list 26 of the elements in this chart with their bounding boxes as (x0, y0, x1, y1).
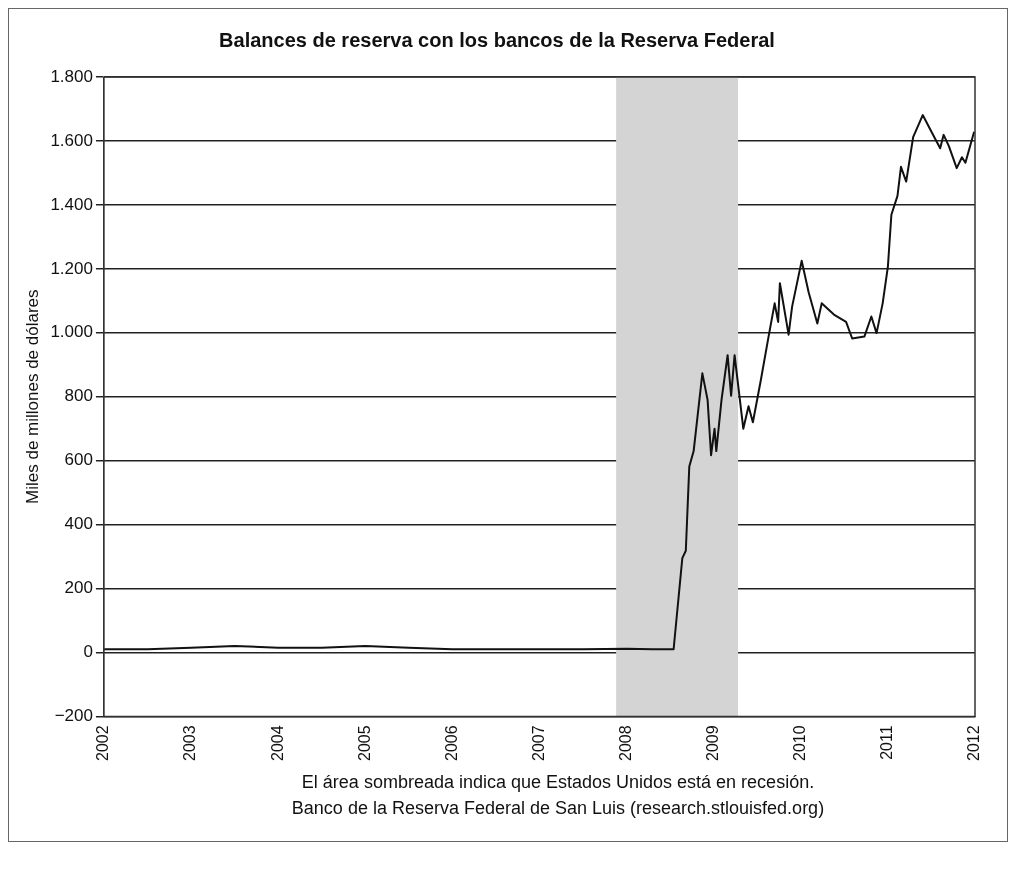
x-tick-label: 2002 (94, 725, 112, 761)
y-tick-label: 1.400 (50, 194, 93, 214)
y-tick-label: 1.200 (50, 258, 93, 278)
text: Banco de la Reserva Federal de San Luis (research.stlouisfed.org) (290, 797, 826, 820)
chart-title: Balances de reserva con los bancos de la Reserva Federal (219, 28, 775, 51)
x-tick-label: 2012 (965, 725, 983, 761)
y-tick-label: 1.600 (50, 130, 93, 150)
x-tick-label: 2009 (704, 725, 722, 761)
y-axis-title: Miles de millones de dólares (22, 289, 42, 504)
y-tick-label: 0 (83, 642, 93, 662)
x-tick-label: 2004 (268, 725, 286, 761)
x-tick-label: 2006 (442, 725, 460, 761)
x-tick-label: 2007 (529, 725, 547, 761)
y-tick-label: 200 (64, 578, 93, 598)
x-tick-label: 2010 (791, 725, 809, 761)
x-tick-label: 2005 (355, 725, 373, 761)
y-tick-label: 800 (64, 386, 93, 406)
x-tick-label: 2003 (181, 725, 199, 761)
text: El área sombreada indica que Estados Unidos está en recesión. (300, 771, 816, 794)
x-tick-label: 2008 (616, 725, 634, 761)
x-tick-label: 2011 (878, 725, 896, 760)
y-tick-label: −200 (54, 706, 93, 726)
y-tick-label: 1.000 (50, 322, 93, 342)
y-tick-label: 400 (64, 514, 93, 534)
y-tick-label: 600 (64, 450, 93, 470)
y-tick-label: 1.800 (50, 66, 93, 86)
